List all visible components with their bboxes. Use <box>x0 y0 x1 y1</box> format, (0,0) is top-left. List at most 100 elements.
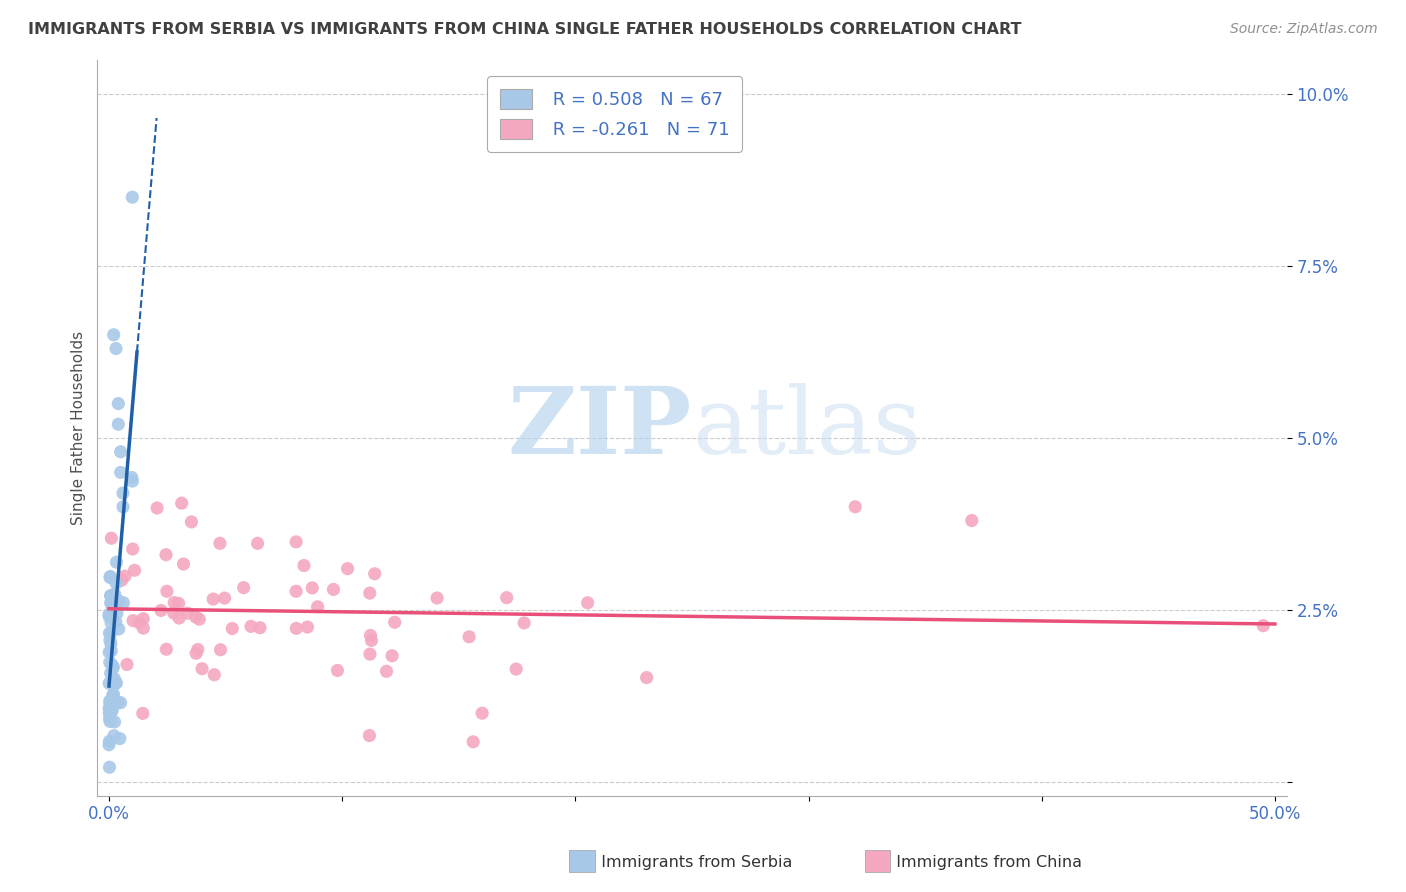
Point <box>636 671 658 685</box>
Point <box>108 731 131 746</box>
Point <box>98 760 121 774</box>
Point <box>163 606 186 620</box>
Point <box>301 581 323 595</box>
Point <box>188 612 211 626</box>
Text: IMMIGRANTS FROM SERBIA VS IMMIGRANTS FROM CHINA SINGLE FATHER HOUSEHOLDS CORRELA: IMMIGRANTS FROM SERBIA VS IMMIGRANTS FRO… <box>28 22 1022 37</box>
Point <box>322 582 344 597</box>
Point <box>110 444 132 458</box>
Point <box>285 534 308 549</box>
Point <box>98 645 121 659</box>
Point <box>100 705 122 719</box>
Point <box>101 657 124 672</box>
Point <box>98 676 121 690</box>
Point <box>105 555 128 569</box>
Point <box>576 596 599 610</box>
Point <box>297 620 319 634</box>
Point <box>363 566 385 581</box>
Point <box>426 591 449 605</box>
Point <box>103 587 125 601</box>
Point <box>105 576 128 591</box>
Point <box>359 647 381 661</box>
Point <box>240 619 263 633</box>
Point <box>505 662 527 676</box>
Point <box>122 614 145 628</box>
Point <box>100 698 122 712</box>
Point <box>98 609 121 624</box>
Point <box>98 706 121 721</box>
Point <box>336 562 359 576</box>
Point <box>103 660 125 674</box>
Point <box>98 633 121 648</box>
Point <box>150 603 173 617</box>
Point <box>360 633 382 648</box>
Point <box>285 621 308 635</box>
Point <box>249 621 271 635</box>
Point <box>176 606 198 620</box>
Point <box>208 536 231 550</box>
Point <box>101 602 124 616</box>
Point <box>98 607 121 622</box>
Text: Source: ZipAtlas.com: Source: ZipAtlas.com <box>1230 22 1378 37</box>
Point <box>98 626 121 640</box>
Point <box>326 664 349 678</box>
Point <box>111 486 134 500</box>
Text: atlas: atlas <box>692 383 921 473</box>
Point <box>105 607 128 621</box>
Point <box>114 569 136 583</box>
Point <box>98 734 121 748</box>
Point <box>100 589 122 603</box>
Point <box>115 657 138 672</box>
Point <box>98 712 121 726</box>
Point <box>98 738 121 752</box>
Point <box>232 581 254 595</box>
Point <box>107 396 129 410</box>
Point <box>103 729 125 743</box>
Point <box>359 586 381 600</box>
Point <box>100 637 122 651</box>
Point <box>98 570 121 584</box>
Point <box>375 665 398 679</box>
Point <box>105 342 128 356</box>
Point <box>360 628 382 642</box>
Point <box>103 687 125 701</box>
Point <box>103 697 125 711</box>
Text: Immigrants from Serbia: Immigrants from Serbia <box>591 855 792 870</box>
Point <box>103 327 125 342</box>
Point <box>100 531 122 545</box>
Point <box>121 474 143 488</box>
Point <box>101 688 124 702</box>
Legend:  R = 0.508   N = 67,  R = -0.261   N = 71: R = 0.508 N = 67, R = -0.261 N = 71 <box>486 76 742 152</box>
Point <box>101 702 124 716</box>
Point <box>98 714 121 729</box>
Point <box>100 666 122 681</box>
Point <box>844 500 866 514</box>
Point <box>458 630 481 644</box>
Point <box>167 596 190 610</box>
Point <box>124 563 146 577</box>
Point <box>146 501 169 516</box>
Point <box>111 500 134 514</box>
Point <box>110 466 132 480</box>
Point <box>101 692 124 706</box>
Point <box>186 646 208 660</box>
Point <box>202 592 225 607</box>
Point <box>100 625 122 640</box>
Point <box>214 591 236 606</box>
Point <box>285 584 308 599</box>
Point <box>155 548 177 562</box>
Point <box>100 615 122 630</box>
Point <box>101 595 124 609</box>
Point <box>180 515 202 529</box>
Point <box>221 622 243 636</box>
Point <box>101 661 124 675</box>
Point <box>98 696 121 710</box>
Point <box>170 496 193 510</box>
Point <box>121 541 143 556</box>
Point <box>292 558 315 573</box>
Point <box>104 677 127 691</box>
Point <box>111 574 134 588</box>
Point <box>209 642 232 657</box>
Point <box>107 695 129 709</box>
Point <box>103 672 125 686</box>
Point <box>156 584 179 599</box>
